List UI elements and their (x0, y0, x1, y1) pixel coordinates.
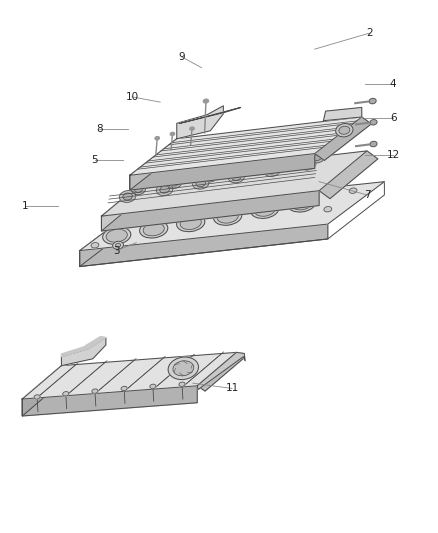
Ellipse shape (324, 207, 332, 212)
Polygon shape (319, 151, 378, 199)
Ellipse shape (91, 243, 99, 248)
Ellipse shape (63, 392, 69, 396)
Text: 7: 7 (364, 190, 370, 200)
Polygon shape (197, 352, 245, 390)
Ellipse shape (102, 227, 131, 244)
Ellipse shape (267, 167, 277, 174)
Ellipse shape (254, 203, 275, 216)
Polygon shape (323, 108, 362, 120)
Text: 11: 11 (226, 383, 239, 393)
Polygon shape (80, 182, 385, 251)
Polygon shape (80, 208, 136, 266)
Polygon shape (177, 106, 223, 139)
Ellipse shape (150, 384, 156, 389)
Ellipse shape (251, 201, 279, 219)
Ellipse shape (370, 119, 377, 125)
Ellipse shape (34, 395, 40, 399)
Ellipse shape (168, 178, 181, 188)
Polygon shape (315, 117, 371, 160)
Polygon shape (130, 139, 177, 190)
Ellipse shape (203, 172, 217, 182)
Ellipse shape (170, 132, 175, 135)
Ellipse shape (192, 177, 209, 189)
Ellipse shape (123, 193, 132, 200)
Polygon shape (102, 176, 149, 231)
Polygon shape (22, 366, 61, 416)
Ellipse shape (155, 136, 159, 140)
Ellipse shape (314, 155, 321, 160)
Ellipse shape (203, 99, 208, 103)
Ellipse shape (140, 221, 168, 238)
Polygon shape (61, 336, 106, 357)
Ellipse shape (206, 174, 214, 180)
Ellipse shape (160, 186, 170, 193)
Ellipse shape (143, 223, 164, 236)
Polygon shape (130, 117, 362, 175)
Polygon shape (80, 224, 328, 266)
Polygon shape (130, 154, 315, 190)
Ellipse shape (171, 181, 179, 186)
Ellipse shape (288, 195, 316, 212)
Polygon shape (102, 191, 319, 231)
Ellipse shape (196, 180, 205, 187)
Text: 3: 3 (113, 246, 120, 256)
Ellipse shape (336, 124, 353, 137)
Polygon shape (22, 386, 197, 416)
Ellipse shape (168, 357, 198, 379)
Ellipse shape (232, 173, 241, 180)
Ellipse shape (300, 158, 316, 170)
Ellipse shape (228, 171, 245, 183)
Ellipse shape (264, 165, 280, 176)
Ellipse shape (278, 161, 286, 167)
Text: 5: 5 (92, 156, 98, 165)
Ellipse shape (173, 361, 194, 376)
Ellipse shape (113, 241, 124, 249)
Text: 6: 6 (390, 113, 396, 123)
Polygon shape (180, 108, 241, 123)
Ellipse shape (180, 216, 201, 230)
Ellipse shape (190, 127, 194, 130)
Text: 4: 4 (390, 78, 396, 88)
Polygon shape (22, 352, 237, 399)
Polygon shape (61, 337, 106, 366)
Ellipse shape (311, 153, 324, 163)
Ellipse shape (134, 187, 142, 192)
Polygon shape (197, 352, 244, 391)
Ellipse shape (156, 184, 173, 196)
Ellipse shape (177, 214, 205, 232)
Ellipse shape (92, 389, 98, 393)
Ellipse shape (131, 184, 145, 195)
Text: 2: 2 (366, 28, 372, 38)
Ellipse shape (275, 159, 289, 169)
Text: 9: 9 (179, 52, 185, 62)
Text: 10: 10 (125, 92, 138, 102)
Ellipse shape (214, 208, 242, 225)
Text: 8: 8 (96, 124, 102, 134)
Ellipse shape (116, 244, 120, 247)
Ellipse shape (242, 168, 250, 173)
Ellipse shape (349, 188, 357, 193)
Ellipse shape (121, 386, 127, 391)
Ellipse shape (106, 229, 127, 242)
Ellipse shape (370, 141, 377, 147)
Ellipse shape (179, 382, 185, 386)
Ellipse shape (120, 191, 136, 203)
Polygon shape (102, 151, 367, 216)
Ellipse shape (239, 165, 253, 175)
Ellipse shape (369, 99, 376, 104)
Text: 1: 1 (22, 200, 28, 211)
Ellipse shape (339, 126, 350, 134)
Ellipse shape (217, 210, 238, 223)
Ellipse shape (303, 160, 313, 168)
Ellipse shape (291, 197, 312, 210)
Text: 12: 12 (386, 150, 400, 160)
